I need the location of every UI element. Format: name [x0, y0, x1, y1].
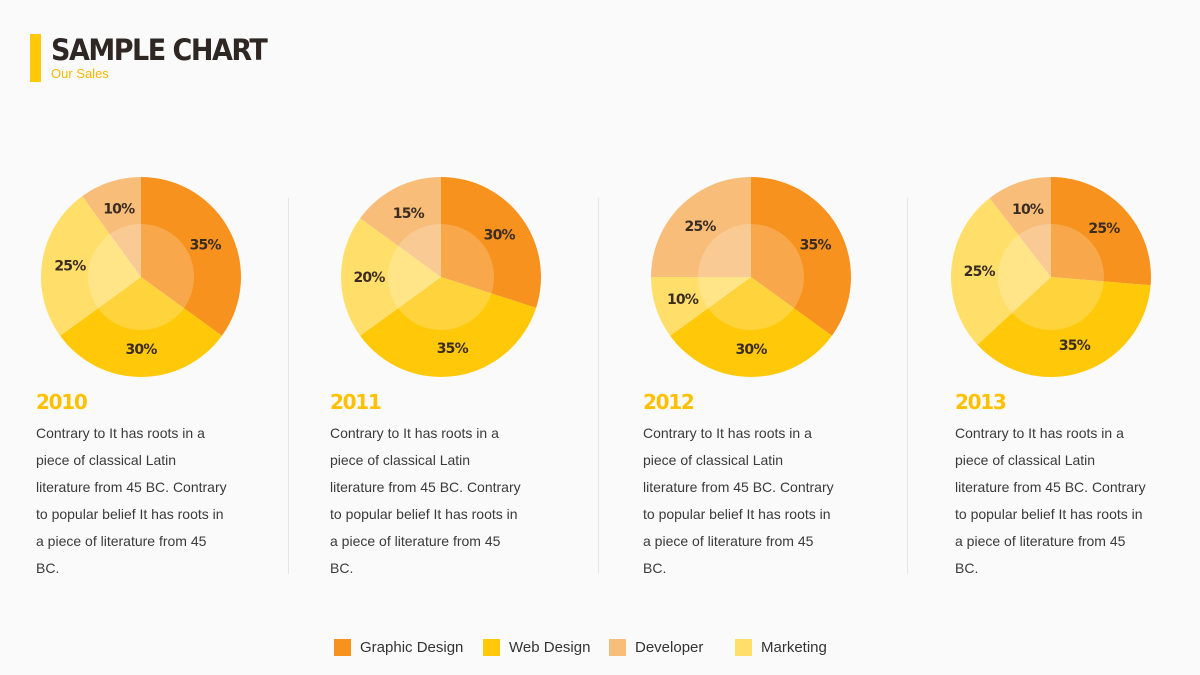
pie-data-label-developer: 10%	[1012, 202, 1044, 218]
description-line: to popular belief It has roots in	[330, 506, 518, 522]
year-label: 2010	[36, 390, 88, 414]
chart-column-2010: 35% 30% 25% 10% 2010 Contrary to It has roo…	[36, 0, 276, 600]
page-subtitle: Our Sales	[51, 66, 109, 81]
pie-data-label-graphic-design: 35%	[800, 237, 832, 253]
description-line: piece of classical Latin	[330, 452, 471, 468]
pie-chart-2011: 30% 35% 20% 15%	[341, 177, 541, 377]
legend-swatch	[483, 638, 500, 656]
description: Contrary to It has roots in a piece of c…	[36, 420, 236, 582]
legend-swatch	[334, 638, 351, 656]
description-line: a piece of literature from 45	[36, 533, 207, 549]
pie-slice-graphic-design	[441, 177, 541, 308]
pie-slice-marketing	[951, 198, 1051, 345]
pie-slice-developer	[989, 177, 1051, 277]
description-line: BC.	[330, 560, 354, 576]
pie-data-label-developer: 15%	[393, 206, 425, 222]
description-line: to popular belief It has roots in	[36, 506, 224, 522]
description-line: a piece of literature from 45	[955, 533, 1126, 549]
pie-data-label-graphic-design: 25%	[1088, 221, 1120, 237]
description-line: literature from 45 BC. Contrary	[330, 479, 521, 495]
pie-data-label-web-design: 30%	[125, 342, 157, 358]
legend-label: Marketing	[761, 638, 827, 656]
pie-data-label-graphic-design: 30%	[484, 228, 516, 244]
chart-column-2011: 30% 35% 20% 15% 2011 Contrary to It has roo…	[330, 0, 576, 600]
pie-inner-highlight	[88, 224, 194, 330]
pie-slice-web-design	[977, 277, 1151, 377]
description-line: Contrary to It has roots in a	[330, 425, 499, 441]
description: Contrary to It has roots in a piece of c…	[330, 420, 530, 582]
legend-swatch	[609, 638, 626, 656]
column-divider	[907, 198, 908, 574]
pie-data-label-marketing: 25%	[964, 264, 996, 280]
pie-data-label-web-design: 30%	[735, 342, 767, 358]
description-line: BC.	[36, 560, 60, 576]
description-line: to popular belief It has roots in	[955, 506, 1143, 522]
description-line: Contrary to It has roots in a	[955, 425, 1124, 441]
description-line: Contrary to It has roots in a	[36, 425, 205, 441]
pie-data-label-marketing: 10%	[667, 292, 699, 308]
pie-chart-2012: 35% 30% 10% 25%	[651, 177, 851, 377]
chart-column-2013: 25% 35% 25% 10% 2013 Contrary to It has roo…	[946, 0, 1186, 600]
description-line: a piece of literature from 45	[643, 533, 814, 549]
pie-slice-web-design	[670, 277, 832, 377]
pie-data-label-web-design: 35%	[1059, 338, 1091, 354]
description: Contrary to It has roots in a piece of c…	[955, 420, 1155, 582]
column-divider	[598, 198, 599, 574]
pie-slice-marketing	[341, 218, 441, 336]
pie-inner-highlight	[698, 224, 804, 330]
legend-item-developer: Developer	[609, 636, 703, 658]
legend-label: Developer	[635, 638, 704, 656]
legend-item-graphic-design: Graphic Design	[334, 636, 463, 658]
pie-slice-marketing	[40, 196, 141, 336]
description-line: to popular belief It has roots in	[643, 506, 831, 522]
pie-slice-web-design	[360, 277, 537, 377]
chart-column-2012: 35% 30% 10% 25% 2012 Contrary to It has roo…	[643, 0, 886, 600]
legend-item-web-design: Web Design	[483, 636, 590, 658]
pie-inner-highlight	[388, 224, 494, 330]
pie-data-label-developer: 10%	[103, 202, 135, 218]
pie-data-label-marketing: 25%	[54, 259, 86, 275]
year-label: 2011	[330, 390, 382, 414]
page-title: SAMPLE CHART	[51, 34, 268, 68]
legend-swatch	[735, 638, 752, 656]
legend-item-marketing: Marketing	[735, 636, 827, 658]
pie-chart-2010: 35% 30% 25% 10%	[40, 177, 241, 377]
description-line: BC.	[643, 560, 667, 576]
pie-data-label-web-design: 35%	[437, 341, 469, 357]
pie-slice-web-design	[60, 277, 222, 377]
header-accent-bar	[30, 34, 41, 82]
pie-slice-graphic-design	[1051, 177, 1151, 286]
pie-slice-developer	[360, 177, 441, 277]
description-line: BC.	[955, 560, 979, 576]
pie-data-label-graphic-design: 35%	[190, 237, 222, 253]
description-line: piece of classical Latin	[643, 452, 784, 468]
pie-slice-developer	[82, 177, 141, 277]
pie-slice-graphic-design	[751, 177, 851, 336]
description-line: literature from 45 BC. Contrary	[643, 479, 834, 495]
pie-slice-graphic-design	[141, 177, 241, 336]
legend-label: Graphic Design	[360, 638, 464, 656]
description-line: piece of classical Latin	[955, 452, 1096, 468]
pie-inner-highlight	[998, 224, 1104, 330]
description-line: Contrary to It has roots in a	[643, 425, 812, 441]
pie-data-label-developer: 25%	[685, 219, 717, 235]
pie-chart-2013: 25% 35% 25% 10%	[951, 177, 1151, 377]
description-line: piece of classical Latin	[36, 452, 177, 468]
chart-legend: Graphic Design Web Design Developer Mark…	[0, 636, 1200, 658]
description-line: a piece of literature from 45	[330, 533, 501, 549]
description: Contrary to It has roots in a piece of c…	[643, 420, 843, 582]
pie-slice-developer	[651, 177, 751, 277]
column-divider	[288, 198, 289, 574]
description-line: literature from 45 BC. Contrary	[955, 479, 1146, 495]
pie-data-label-marketing: 20%	[353, 270, 385, 286]
description-line: literature from 45 BC. Contrary	[36, 479, 227, 495]
legend-label: Web Design	[509, 638, 591, 656]
year-label: 2013	[955, 390, 1007, 414]
year-label: 2012	[643, 390, 695, 414]
pie-slice-marketing	[651, 277, 751, 336]
